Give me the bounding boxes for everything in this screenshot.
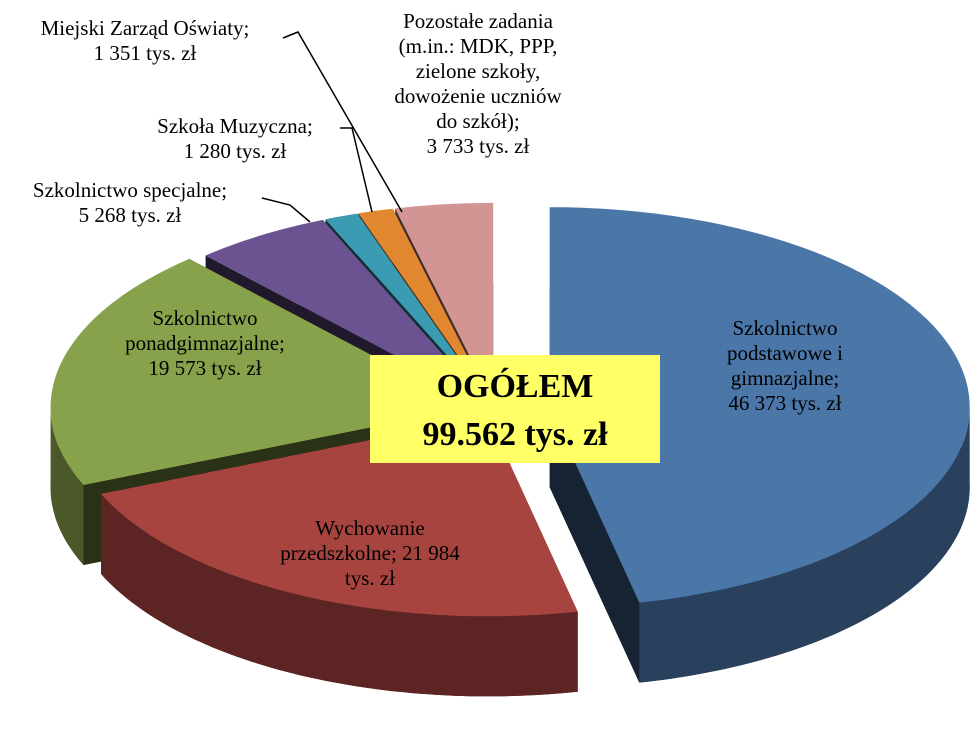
leader-line	[282, 31, 403, 213]
data-label: Wychowanie przedszkolne; 21 984 tys. zł	[280, 516, 460, 590]
data-label: Szkolnictwo ponadgimnazjalne; 19 573 tys. …	[125, 306, 285, 380]
slice-wall	[101, 493, 578, 697]
slice	[549, 207, 970, 603]
labels: Szkolnictwo podstawowe i gimnazjalne; 46 37…	[33, 9, 843, 590]
slice-wall	[50, 407, 84, 565]
leader-line	[261, 197, 311, 223]
total-title: OGÓŁEM	[437, 367, 594, 405]
slice-wall	[639, 407, 970, 683]
data-label: Szkoła Muzyczna; 1 280 tys. zł	[157, 114, 313, 163]
leader-line	[340, 127, 373, 213]
total-text: 99.562 tys. zł	[422, 416, 608, 453]
total-box	[370, 355, 660, 463]
slice	[50, 258, 471, 485]
slice-side	[549, 407, 640, 683]
pie-tops	[50, 202, 970, 617]
data-label: Szkolnictwo specjalne; 5 268 tys. zł	[33, 178, 227, 227]
data-label: Pozostałe zadania (m.in.: MDK, PPP, zielon…	[394, 9, 562, 158]
data-label: Miejski Zarząd Oświaty; 1 351 tys. zł	[41, 16, 250, 65]
slice	[395, 202, 494, 403]
slice	[358, 208, 491, 404]
slice	[101, 416, 578, 617]
data-label: Szkolnictwo podstawowe i gimnazjalne; 46 37…	[727, 316, 843, 415]
